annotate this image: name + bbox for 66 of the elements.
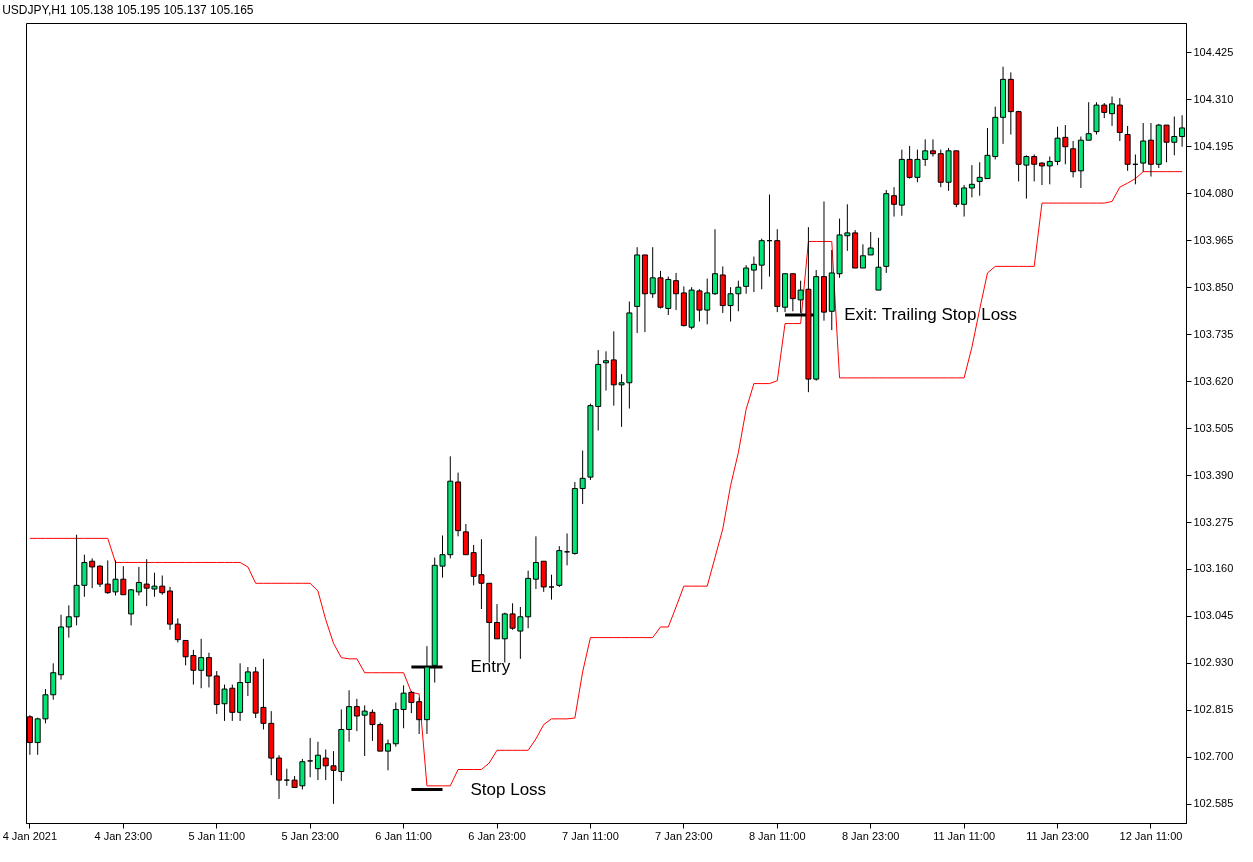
- y-tick-label: 102.585: [1193, 797, 1234, 810]
- candlestick: [174, 617, 181, 643]
- series-label: Entry: [470, 657, 511, 676]
- candlestick: [1070, 140, 1077, 178]
- y-tick-label: 103.965: [1193, 233, 1234, 246]
- candlestick: [1109, 96, 1116, 127]
- candlestick: [743, 264, 750, 295]
- series-label: Stop Loss: [470, 779, 547, 799]
- candlestick: [244, 666, 251, 697]
- x-tick-label: 11 Jan 11:00: [933, 829, 996, 842]
- candlestick: [750, 256, 757, 293]
- candlestick: [276, 754, 283, 800]
- candlestick: [307, 737, 314, 778]
- y-tick-label: 104.195: [1193, 139, 1234, 152]
- x-tick-label: 5 Jan 23:00: [281, 829, 339, 842]
- candlestick: [385, 739, 392, 771]
- candlestick: [462, 523, 469, 556]
- candlestick: [961, 184, 968, 218]
- candlestick: [859, 243, 866, 269]
- x-tick-label: 7 Jan 23:00: [655, 829, 713, 842]
- candlestick: [548, 574, 555, 601]
- y-tick-label: 102.930: [1193, 656, 1234, 669]
- candlestick: [1085, 101, 1092, 141]
- y-tick-label: 103.505: [1193, 421, 1234, 434]
- candlestick: [603, 350, 609, 392]
- y-tick-label: 103.390: [1193, 468, 1234, 481]
- candlestick: [891, 186, 898, 218]
- x-tick-label: 4 Jan 2021: [2, 829, 58, 842]
- x-tick-label: 6 Jan 23:00: [468, 829, 526, 842]
- x-tick-label: 12 Jan 11:00: [1119, 829, 1183, 842]
- candlestick: [673, 272, 680, 311]
- candlestick: [875, 237, 882, 291]
- candlestick: [96, 564, 103, 588]
- candlestick: [711, 228, 718, 296]
- candlestick: [1140, 122, 1147, 173]
- y-tick-label: 103.275: [1193, 515, 1234, 528]
- candlestick: [1038, 161, 1045, 186]
- y-tick-label: 103.735: [1193, 327, 1234, 340]
- y-tick-label: 104.080: [1193, 186, 1234, 199]
- x-tick-label: 7 Jan 11:00: [562, 829, 619, 842]
- candlestick: [494, 603, 501, 640]
- candlestick: [929, 138, 936, 158]
- candlestick: [135, 566, 142, 597]
- y-tick-label: 103.620: [1193, 374, 1234, 387]
- candlestick: [532, 535, 539, 590]
- y-tick-label: 102.700: [1193, 750, 1234, 763]
- candlestick: [353, 698, 360, 732]
- y-tick-label: 103.850: [1193, 280, 1234, 293]
- candlestick: [968, 164, 975, 198]
- candlestick: [867, 231, 874, 256]
- y-tick-label: 103.045: [1193, 609, 1234, 622]
- y-tick-label: 102.815: [1193, 703, 1234, 716]
- series-label: Exit: Trailing Stop Loss: [844, 304, 1018, 324]
- x-tick-label: 4 Jan 23:00: [94, 829, 153, 842]
- x-tick-label: 8 Jan 11:00: [748, 829, 806, 842]
- candlestick: [205, 652, 212, 688]
- y-tick-label: 104.310: [1193, 92, 1234, 105]
- candlestick: [346, 689, 353, 743]
- y-tick-label: 103.160: [1193, 562, 1234, 575]
- chart-title: USDJPY,H1 105.138 105.195 105.137 105.165: [2, 3, 254, 17]
- candlestick: [314, 741, 321, 781]
- y-tick-label: 104.425: [1193, 45, 1234, 58]
- x-tick-label: 8 Jan 23:00: [841, 829, 900, 842]
- x-tick-label: 11 Jan 23:00: [1026, 829, 1089, 842]
- x-tick-label: 6 Jan 11:00: [375, 829, 432, 842]
- x-tick-label: 5 Jan 11:00: [188, 829, 246, 842]
